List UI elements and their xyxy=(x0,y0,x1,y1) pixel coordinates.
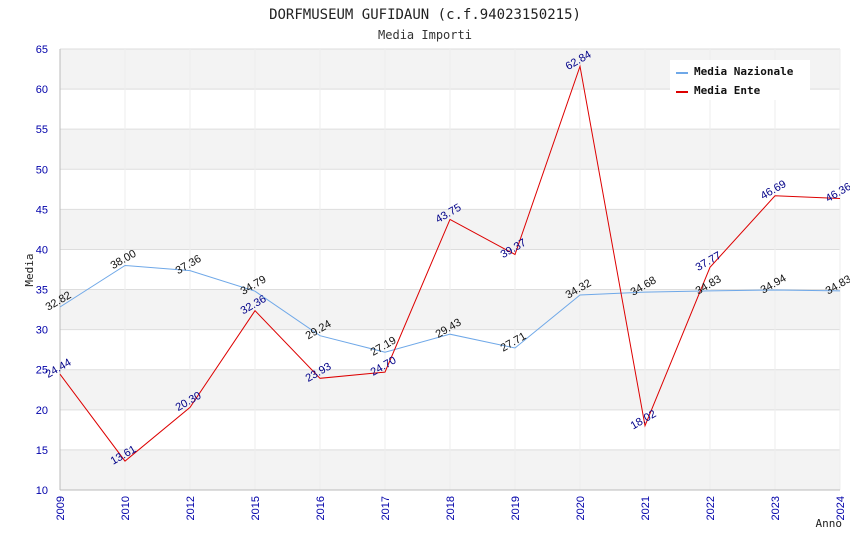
y-tick-label: 35 xyxy=(36,285,48,297)
y-tick-label: 10 xyxy=(36,485,48,497)
x-tick-label: 2017 xyxy=(380,496,392,520)
legend-label-ente: Media Ente xyxy=(694,84,761,97)
x-tick-label: 2018 xyxy=(445,496,457,520)
series-line-media-ente xyxy=(59,64,841,462)
y-tick-label: 65 xyxy=(36,44,48,56)
x-tick-label: 2024 xyxy=(835,496,847,520)
y-tick-label: 30 xyxy=(36,325,48,337)
y-tick-label: 25 xyxy=(36,365,48,377)
y-tick-label: 40 xyxy=(36,244,48,256)
y-tick-label: 15 xyxy=(36,445,48,457)
x-axis-label: Anno xyxy=(816,517,843,530)
x-tick-label: 2015 xyxy=(250,496,262,520)
x-tick-label: 2022 xyxy=(705,496,717,520)
y-tick-label: 45 xyxy=(36,204,48,216)
x-tick-label: 2023 xyxy=(770,496,782,520)
legend-label-nazionale: Media Nazionale xyxy=(694,65,794,78)
data-label-ente: 18.02 xyxy=(629,408,659,432)
x-tick-label: 2021 xyxy=(640,496,652,520)
chart-subtitle: Media Importi xyxy=(378,28,472,42)
y-tick-label: 20 xyxy=(36,405,48,417)
x-tick-label: 2016 xyxy=(315,496,327,520)
x-tick-label: 2009 xyxy=(55,496,67,520)
y-tick-label: 55 xyxy=(36,124,48,136)
data-label-nazionale: 27.19 xyxy=(369,334,399,358)
series-layer xyxy=(59,64,841,462)
y-tick-label: 50 xyxy=(36,164,48,176)
chart-title: DORFMUSEUM GUFIDAUN (c.f.94023150215) xyxy=(269,7,581,23)
y-tick-label: 60 xyxy=(36,84,48,96)
y-axis-label: Media xyxy=(23,253,36,286)
x-tick-label: 2020 xyxy=(575,496,587,520)
legend: Media Nazionale Media Ente xyxy=(670,60,810,100)
data-label-nazionale: 27.71 xyxy=(499,330,529,354)
legend-box xyxy=(670,60,810,100)
x-tick-label: 2019 xyxy=(510,496,522,520)
data-label-ente: 46.36 xyxy=(824,181,850,205)
data-label-ente: 46.69 xyxy=(759,178,789,202)
series-line-media-nazionale xyxy=(59,264,841,353)
x-tick-label: 2010 xyxy=(120,496,132,520)
x-tick-label: 2012 xyxy=(185,496,197,520)
data-label-nazionale: 38.00 xyxy=(109,248,139,272)
y-tick-labels: 10 15 20 25 30 35 40 45 50 55 60 65 xyxy=(36,44,48,497)
x-tick-labels: 2009 2010 2012 2015 2016 2017 2018 2019 2020 2021… xyxy=(55,496,847,520)
